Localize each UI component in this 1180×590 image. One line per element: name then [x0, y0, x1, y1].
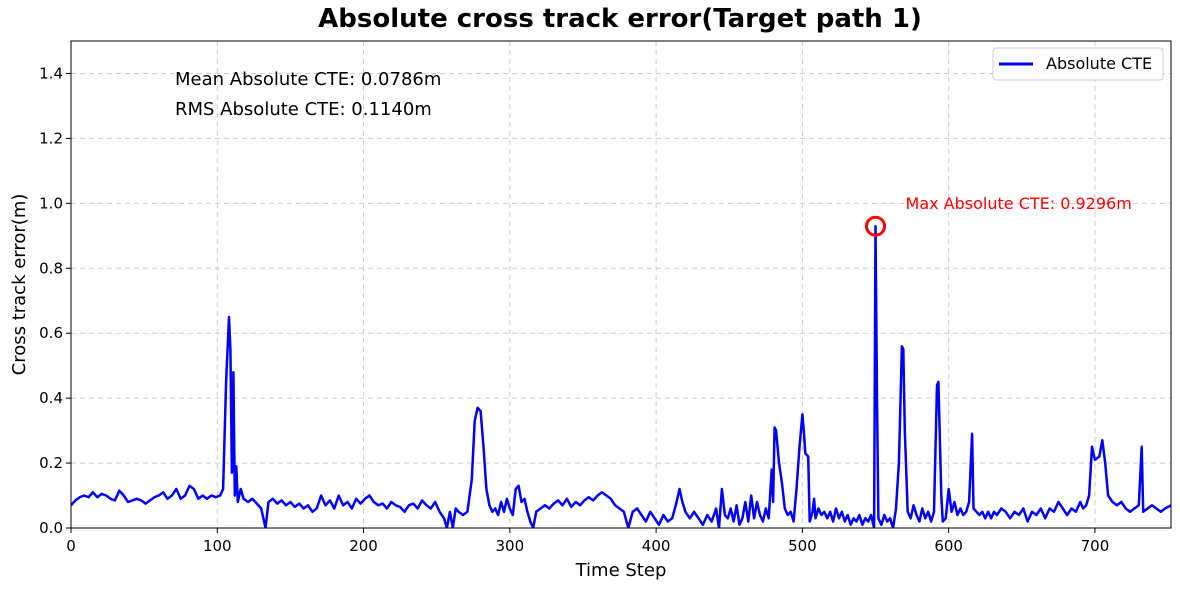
x-axis-label: Time Step — [575, 560, 667, 581]
x-tick-label: 300 — [496, 537, 525, 555]
chart-title: Absolute cross track error(Target path 1… — [318, 4, 922, 34]
y-tick-label: 1.0 — [39, 194, 63, 212]
x-tick-label: 400 — [642, 537, 671, 555]
x-tick-label: 0 — [66, 537, 76, 555]
x-tick-label: 200 — [349, 537, 378, 555]
x-tick-label: 100 — [203, 537, 232, 555]
y-tick-label: 0.6 — [39, 324, 63, 342]
y-tick-label: 0.0 — [39, 519, 63, 537]
x-tick-label: 700 — [1081, 537, 1110, 555]
x-tick-label: 500 — [788, 537, 817, 555]
legend: Absolute CTE — [992, 47, 1164, 81]
legend-box — [992, 47, 1164, 81]
series-line-absolute-cte — [71, 224, 1171, 528]
y-tick-label: 0.2 — [39, 454, 63, 472]
y-tick-label: 0.4 — [39, 389, 63, 407]
y-axis-label: Cross track error(m) — [9, 194, 30, 376]
y-tick-label: 1.4 — [39, 64, 63, 82]
y-tick-label: 1.2 — [39, 129, 63, 147]
x-tick-label: 600 — [934, 537, 963, 555]
tick-layer: 0 100 200 300 400 500 600 700 0.0 0.2 0.4 0.6 0.8 1.0… — [39, 64, 1109, 555]
y-tick-label: 0.8 — [39, 259, 63, 277]
axes-frame — [70, 40, 1172, 529]
legend-label-absolute-cte: Absolute CTE — [1046, 54, 1152, 73]
data-layer — [71, 224, 1171, 528]
max-cte-label: Max Absolute CTE: 0.9296m — [906, 194, 1132, 213]
mean-cte-text: Mean Absolute CTE: 0.0786m — [175, 69, 441, 90]
max-point-marker — [865, 215, 887, 237]
rms-cte-text: RMS Absolute CTE: 0.1140m — [175, 99, 432, 120]
